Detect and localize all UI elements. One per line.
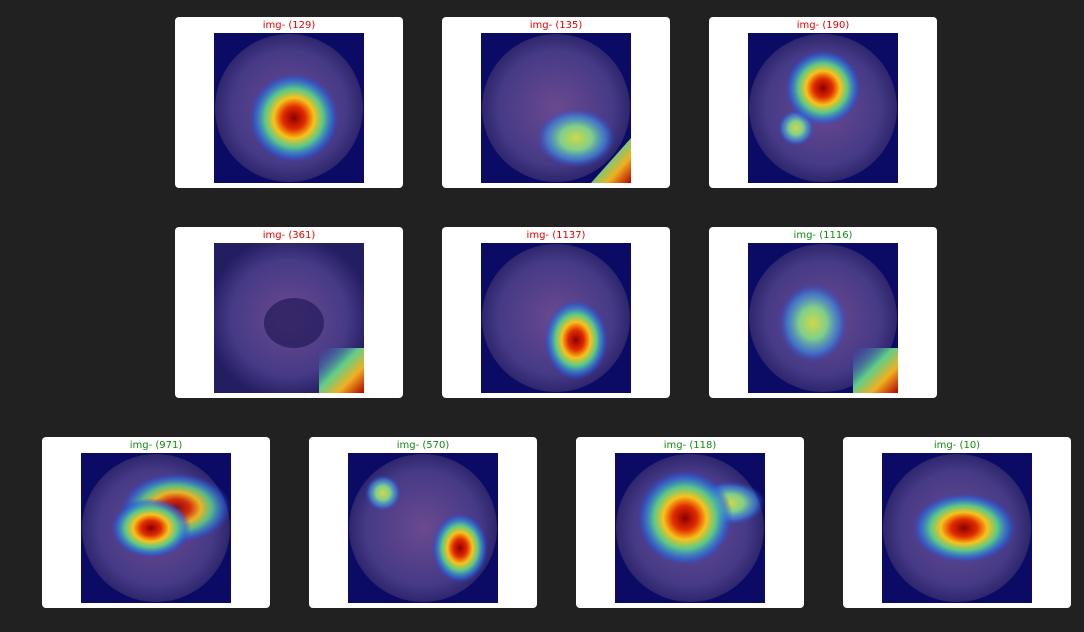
heatmap-image	[481, 33, 631, 183]
heatmap-image	[348, 453, 498, 603]
image-card-10: img- (10)	[843, 437, 1071, 608]
heatmap-image	[748, 33, 898, 183]
image-title: img- (129)	[262, 20, 316, 31]
image-title: img- (1137)	[526, 230, 586, 241]
image-card-361: img- (361)	[175, 227, 403, 398]
image-title: img- (971)	[129, 440, 183, 451]
image-card-570: img- (570)	[309, 437, 537, 608]
image-card-118: img- (118)	[576, 437, 804, 608]
heatmap-image	[214, 243, 364, 393]
heatmap-image	[748, 243, 898, 393]
image-card-190: img- (190)	[709, 17, 937, 188]
heatmap-image	[214, 33, 364, 183]
heatmap-image	[882, 453, 1032, 603]
heatmap-image	[481, 243, 631, 393]
image-title: img- (361)	[262, 230, 316, 241]
image-title: img- (190)	[796, 20, 850, 31]
image-title: img- (118)	[663, 440, 717, 451]
image-card-971: img- (971)	[42, 437, 270, 608]
image-card-1137: img- (1137)	[442, 227, 670, 398]
heatmap-image	[615, 453, 765, 603]
image-card-135: img- (135)	[442, 17, 670, 188]
image-title: img- (10)	[933, 440, 981, 451]
image-title: img- (1116)	[793, 230, 853, 241]
heatmap-image	[81, 453, 231, 603]
image-title: img- (570)	[396, 440, 450, 451]
image-card-129: img- (129)	[175, 17, 403, 188]
image-card-1116: img- (1116)	[709, 227, 937, 398]
image-title: img- (135)	[529, 20, 583, 31]
